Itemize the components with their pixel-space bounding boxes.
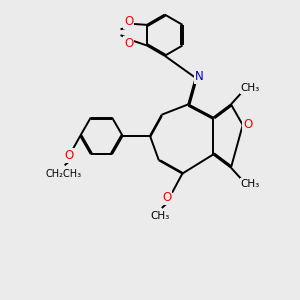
Text: CH₃: CH₃ [241, 83, 260, 94]
Text: O: O [124, 37, 133, 50]
Text: CH₂CH₃: CH₂CH₃ [46, 169, 82, 178]
Text: CH₃: CH₃ [151, 211, 170, 221]
Text: N: N [195, 70, 203, 83]
Text: O: O [162, 191, 171, 205]
Text: O: O [124, 15, 133, 28]
Text: O: O [65, 149, 74, 162]
Text: O: O [243, 118, 253, 131]
Text: CH₃: CH₃ [241, 178, 260, 189]
